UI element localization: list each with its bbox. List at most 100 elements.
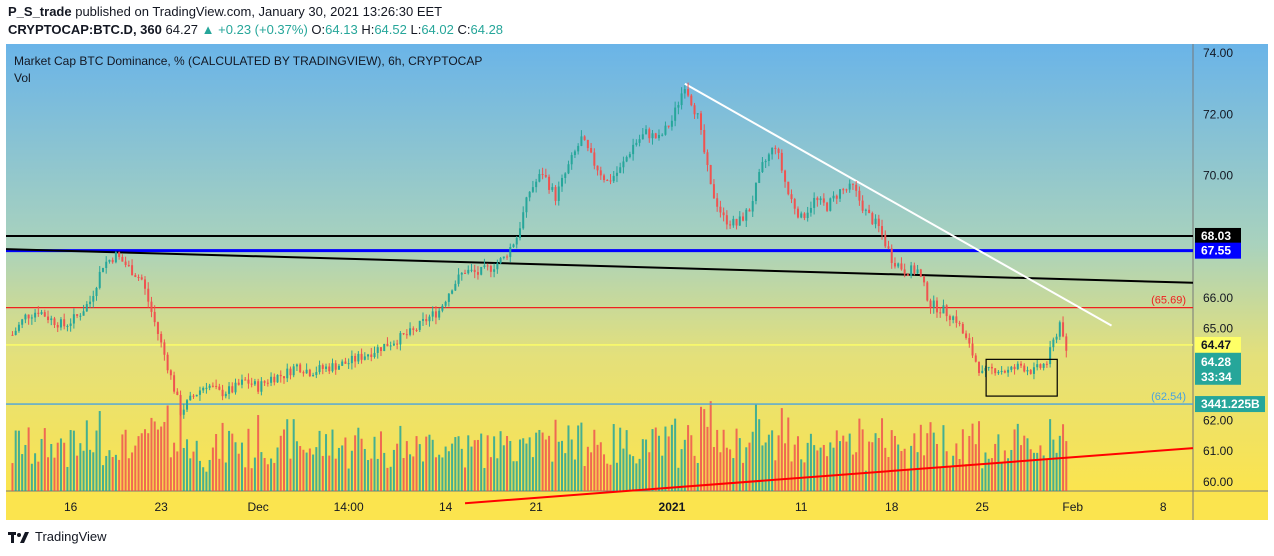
volume-bar	[331, 429, 334, 491]
volume-bar	[855, 452, 858, 491]
volume-bar	[670, 424, 673, 491]
candle-body	[748, 209, 751, 212]
volume-bar	[373, 436, 376, 491]
volume-bar	[674, 418, 677, 491]
candle-body	[224, 393, 227, 397]
volume-bar	[354, 435, 357, 491]
volume-bar	[263, 457, 266, 491]
volume-bar	[515, 461, 518, 491]
volume-bar	[816, 450, 819, 491]
candle-body	[978, 361, 981, 373]
volume-bar	[661, 455, 664, 491]
volume-bar	[518, 439, 521, 491]
x-tick-label: 23	[154, 500, 168, 514]
volume-bar	[308, 448, 311, 491]
candle-body	[389, 345, 392, 347]
candle-body	[538, 174, 541, 182]
candle-body	[722, 212, 725, 216]
candle-body	[438, 310, 441, 318]
volume-bar	[748, 442, 751, 491]
candle-body	[583, 136, 586, 140]
candle-body	[166, 354, 169, 371]
candle-body	[405, 334, 408, 336]
candle-body	[958, 322, 961, 324]
candle-body	[147, 288, 150, 302]
candle-body	[321, 365, 324, 369]
candle-body	[376, 347, 379, 353]
volume-bar	[1013, 429, 1016, 491]
volume-bar	[978, 421, 981, 491]
volume-bar	[121, 434, 124, 491]
volume-bar	[845, 441, 848, 491]
volume-bar	[59, 438, 62, 491]
volume-bar	[1036, 452, 1039, 491]
volume-bar	[535, 432, 538, 491]
volume-bar	[476, 439, 479, 491]
volume-bar	[939, 466, 942, 491]
volume-bar	[861, 429, 864, 491]
volume-bar	[541, 432, 544, 491]
candle-body	[900, 263, 903, 270]
author-name[interactable]: P_S_trade	[8, 4, 72, 19]
candle-body	[108, 259, 111, 262]
volume-bar	[615, 462, 618, 491]
volume-bar	[379, 431, 382, 491]
volume-bar	[732, 458, 735, 491]
y-tick-label: 61.00	[1203, 444, 1233, 458]
candle-body	[105, 261, 108, 268]
white-trendline	[684, 82, 1113, 327]
volume-bar	[706, 426, 709, 491]
candle-body	[725, 215, 728, 225]
brand-name[interactable]: TradingView	[35, 529, 107, 544]
candle-body	[732, 218, 735, 226]
candle-body	[839, 189, 842, 199]
last-price-tag	[1195, 352, 1241, 385]
candle-body	[687, 89, 690, 96]
candle-body	[299, 364, 302, 373]
chart-title: Market Cap BTC Dominance, % (CALCULATED …	[14, 54, 482, 68]
candle-body	[580, 136, 583, 146]
candle-body	[312, 374, 315, 377]
candle-body	[211, 385, 214, 387]
volume-bar	[780, 408, 783, 491]
volume-bar	[11, 463, 14, 491]
candle-body	[124, 261, 127, 265]
candle-body	[690, 95, 693, 106]
volume-bar	[641, 439, 644, 491]
candle-body	[777, 148, 780, 153]
volume-bar	[858, 418, 861, 491]
candle-body	[383, 343, 386, 352]
volume-bar	[17, 430, 20, 491]
candle-body	[289, 368, 292, 376]
volume-bar	[632, 456, 635, 491]
volume-bar	[1055, 452, 1058, 491]
volume-bar	[63, 442, 66, 491]
candle-body	[764, 160, 767, 163]
volume-bar	[299, 446, 302, 491]
volume-bar	[703, 409, 706, 491]
volume-bar	[913, 433, 916, 491]
candle-body	[496, 263, 499, 270]
volume-bar	[315, 447, 318, 491]
candle-body	[17, 324, 20, 331]
volume-bar	[893, 435, 896, 491]
candle-body	[525, 197, 528, 213]
volume-bar	[43, 428, 46, 491]
candle-body	[228, 386, 231, 394]
candle-body	[1049, 347, 1052, 365]
volume-bar	[683, 439, 686, 491]
candle-body	[919, 269, 922, 277]
candle-body	[273, 376, 276, 383]
x-tick-label: 16	[64, 500, 78, 514]
volume-bar	[192, 451, 195, 491]
candle-body	[34, 312, 37, 318]
candle-body	[793, 199, 796, 209]
candle-body	[971, 343, 974, 356]
volume-bar	[716, 429, 719, 491]
volume-bar	[754, 404, 757, 491]
volume-bar	[910, 445, 913, 491]
candle-body	[703, 129, 706, 153]
candle-body	[1003, 370, 1006, 373]
volume-bar	[127, 458, 130, 491]
